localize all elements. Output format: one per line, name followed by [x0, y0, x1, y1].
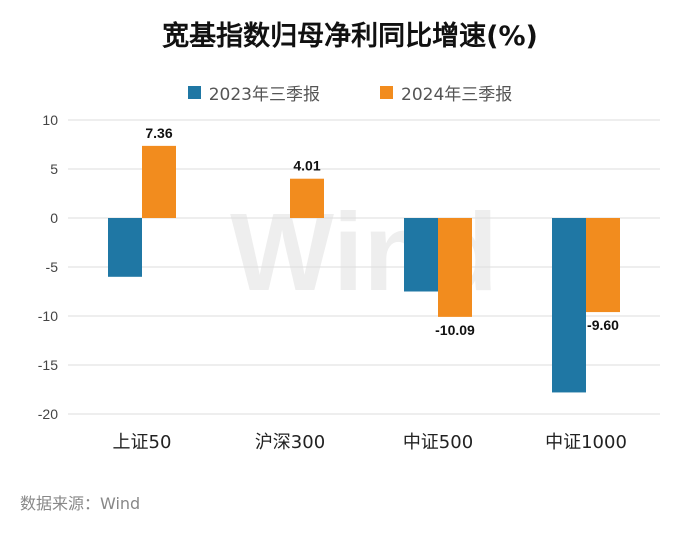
data-label: 4.01: [293, 158, 320, 174]
bar-series-1: [552, 218, 586, 393]
legend-item-series-1: 2023年三季报: [187, 80, 320, 105]
legend-item-series-2: 2024年三季报: [380, 80, 512, 105]
bar-series-2: [586, 218, 620, 313]
y-tick-label: 5: [50, 161, 58, 177]
chart-title: 宽基指数归母净利同比增速(%): [162, 21, 538, 52]
y-tick-label: -5: [46, 259, 59, 275]
source-note: 数据来源：Wind: [20, 494, 141, 513]
x-tick-label: 中证1000: [545, 432, 627, 453]
bar-series-1: [404, 218, 438, 292]
y-tick-label: -20: [38, 406, 58, 422]
data-label: 7.36: [145, 125, 172, 141]
y-tick-label: 10: [42, 112, 58, 128]
legend-label-series-2: 2024年三季报: [401, 85, 513, 105]
legend-label-series-1: 2023年三季报: [208, 85, 320, 105]
bar-series-2: [290, 178, 324, 218]
x-tick-label: 上证50: [113, 432, 172, 453]
x-tick-label: 中证500: [403, 432, 473, 453]
data-label: -9.60: [587, 317, 619, 333]
legend-swatch-series-2: [380, 86, 393, 99]
bar-series-2: [142, 145, 176, 218]
legend-swatch-series-1: [187, 86, 201, 99]
legend: 2023年三季报 2024年三季报: [0, 80, 700, 105]
bar-series-2: [438, 218, 472, 317]
data-label: -10.09: [435, 322, 475, 338]
y-tick-label: 0: [50, 210, 58, 226]
y-tick-label: -10: [38, 308, 58, 324]
y-tick-label: -15: [38, 357, 58, 373]
bar-series-1: [108, 218, 142, 277]
x-tick-label: 沪深300: [255, 432, 325, 453]
